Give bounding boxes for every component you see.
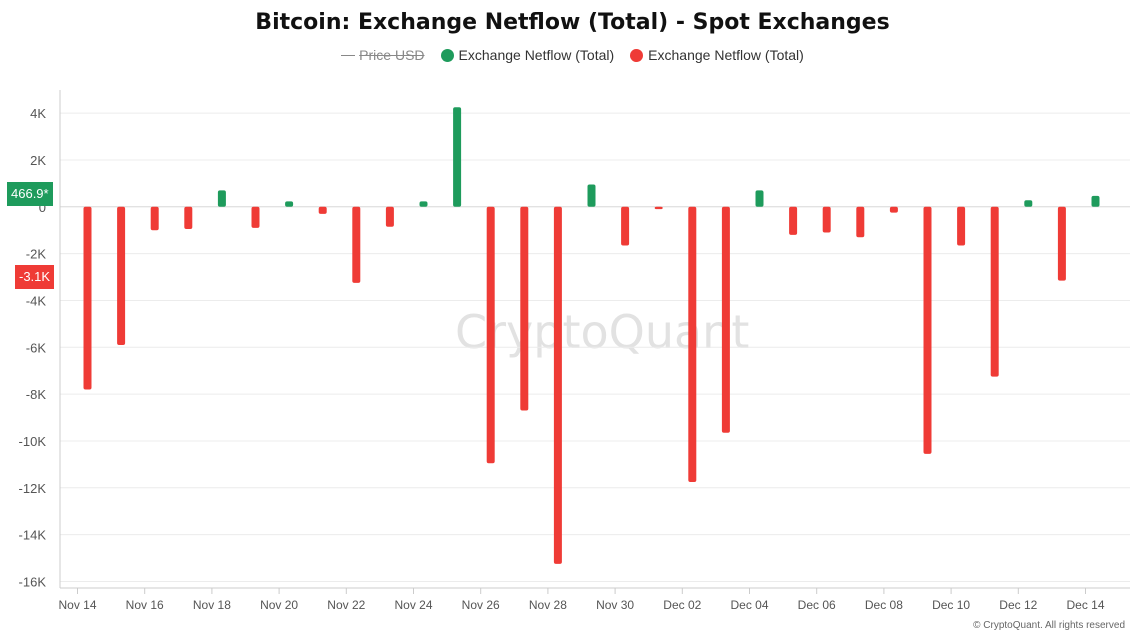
bar-nov-26[interactable] bbox=[486, 206, 495, 464]
y-tick-label: 4K bbox=[30, 106, 46, 121]
x-tick-label: Dec 08 bbox=[865, 598, 903, 612]
bar-dec-09[interactable] bbox=[923, 206, 932, 454]
bar-dec-12[interactable] bbox=[1024, 200, 1033, 207]
legend: Price USD Exchange Netflow (Total) Excha… bbox=[0, 47, 1145, 63]
bar-dec-01[interactable] bbox=[654, 206, 663, 210]
x-tick-label: Dec 04 bbox=[730, 598, 768, 612]
x-tick-label: Dec 02 bbox=[663, 598, 701, 612]
y-tick-label: -2K bbox=[26, 247, 47, 262]
x-tick-label: Dec 06 bbox=[798, 598, 836, 612]
watermark: CryptoQuant bbox=[455, 305, 750, 359]
chart-title: Bitcoin: Exchange Netflow (Total) - Spot… bbox=[255, 10, 890, 35]
x-tick-label: Dec 14 bbox=[1066, 598, 1104, 612]
x-tick-label: Dec 10 bbox=[932, 598, 970, 612]
x-tick-label: Nov 18 bbox=[193, 598, 231, 612]
bar-nov-16[interactable] bbox=[150, 206, 159, 231]
bar-nov-27[interactable] bbox=[520, 206, 529, 411]
green-dot-icon bbox=[440, 48, 454, 62]
bar-dec-02[interactable] bbox=[688, 206, 697, 482]
bar-nov-15[interactable] bbox=[117, 206, 126, 345]
bar-nov-14[interactable] bbox=[83, 206, 92, 390]
bar-nov-25[interactable] bbox=[453, 107, 462, 207]
bar-dec-04[interactable] bbox=[755, 190, 764, 207]
y-tick-label: 0 bbox=[39, 200, 46, 215]
legend-item-netflow-negative[interactable]: Exchange Netflow (Total) bbox=[630, 47, 804, 63]
legend-label-price: Price USD bbox=[359, 47, 425, 63]
x-tick-label: Nov 28 bbox=[529, 598, 567, 612]
bar-nov-29[interactable] bbox=[587, 184, 596, 207]
bar-nov-18[interactable] bbox=[217, 190, 226, 207]
bar-dec-06[interactable] bbox=[822, 206, 831, 233]
x-tick-label: Dec 12 bbox=[999, 598, 1037, 612]
copyright-notice: © CryptoQuant. All rights reserved bbox=[973, 620, 1125, 631]
bar-nov-19[interactable] bbox=[251, 206, 260, 228]
legend-item-price[interactable]: Price USD bbox=[341, 47, 425, 63]
current-value-badge-negative: -3.1K bbox=[15, 265, 55, 289]
legend-label-netflow-negative: Exchange Netflow (Total) bbox=[648, 47, 804, 63]
bar-nov-17[interactable] bbox=[184, 206, 193, 230]
x-tick-label: Nov 24 bbox=[394, 598, 432, 612]
y-tick-label: -14K bbox=[19, 528, 47, 543]
y-tick-label: -10K bbox=[19, 434, 47, 449]
x-tick-label: Nov 16 bbox=[126, 598, 164, 612]
x-tick-label: Nov 30 bbox=[596, 598, 634, 612]
bar-dec-08[interactable] bbox=[889, 206, 898, 213]
bar-nov-24[interactable] bbox=[419, 201, 428, 207]
bar-dec-10[interactable] bbox=[957, 206, 966, 246]
bar-nov-21[interactable] bbox=[318, 206, 327, 214]
x-tick-label: Nov 22 bbox=[327, 598, 365, 612]
legend-item-netflow-positive[interactable]: Exchange Netflow (Total) bbox=[440, 47, 615, 63]
bar-nov-28[interactable] bbox=[553, 206, 562, 564]
red-dot-icon bbox=[630, 48, 644, 62]
bar-nov-23[interactable] bbox=[385, 206, 394, 227]
bar-dec-11[interactable] bbox=[990, 206, 999, 377]
x-tick-label: Nov 26 bbox=[462, 598, 500, 612]
y-tick-label: 2K bbox=[30, 153, 46, 168]
bar-dec-05[interactable] bbox=[789, 206, 798, 235]
line-swatch-icon bbox=[341, 54, 356, 56]
bar-nov-20[interactable] bbox=[285, 201, 294, 207]
y-tick-label: -4K bbox=[26, 293, 47, 308]
y-tick-label: -12K bbox=[19, 481, 47, 496]
current-value-badge-positive: 466.9* bbox=[7, 182, 53, 206]
x-tick-label: Nov 20 bbox=[260, 598, 298, 612]
bar-nov-30[interactable] bbox=[621, 206, 630, 246]
bar-dec-13[interactable] bbox=[1057, 206, 1066, 281]
bar-nov-22[interactable] bbox=[352, 206, 361, 283]
bar-dec-07[interactable] bbox=[856, 206, 865, 238]
y-tick-label: -6K bbox=[26, 340, 47, 355]
legend-label-netflow-positive: Exchange Netflow (Total) bbox=[458, 47, 615, 63]
bar-dec-14[interactable] bbox=[1091, 195, 1100, 207]
x-tick-label: Nov 14 bbox=[58, 598, 96, 612]
y-tick-label: -8K bbox=[26, 387, 47, 402]
bar-dec-03[interactable] bbox=[721, 206, 730, 433]
y-tick-label: -16K bbox=[19, 574, 47, 589]
